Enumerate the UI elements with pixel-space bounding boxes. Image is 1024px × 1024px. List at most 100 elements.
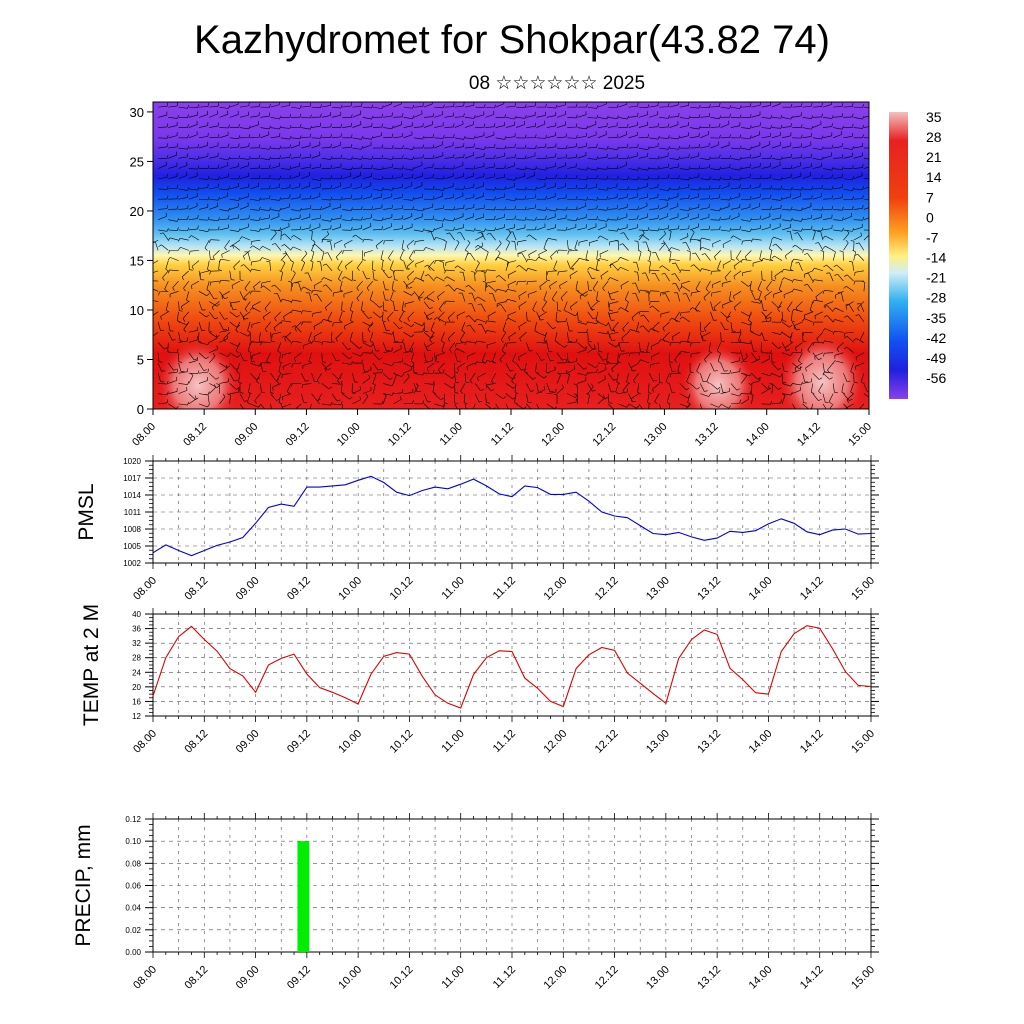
wind-barb xyxy=(363,238,373,241)
wind-barb-flag xyxy=(494,227,496,231)
wind-barb-flag xyxy=(631,317,634,321)
wind-barb-flag xyxy=(574,393,578,396)
wind-barb-flag xyxy=(477,232,482,234)
wind-barb-flag xyxy=(215,377,219,380)
wind-barb xyxy=(587,281,589,291)
wind-barb-flag xyxy=(162,277,165,281)
wind-barb xyxy=(662,332,670,339)
wind-barb-flag xyxy=(258,133,261,138)
wind-barb xyxy=(853,219,863,221)
wind-barb-flag xyxy=(432,215,435,220)
wind-barb-flag xyxy=(679,340,682,345)
wind-barb xyxy=(516,106,526,108)
wind-barb xyxy=(539,311,547,317)
wind-barb xyxy=(393,321,400,329)
wind-barb-flag xyxy=(568,248,572,250)
wind-barb xyxy=(372,229,382,231)
wind-barb xyxy=(301,208,311,210)
wind-barb xyxy=(853,146,863,149)
wind-barb-flag xyxy=(543,299,547,303)
wind-barb xyxy=(486,360,496,364)
wind-barb-flag xyxy=(689,239,692,243)
wind-barb xyxy=(782,126,792,128)
wind-barb xyxy=(403,342,406,352)
wind-barb xyxy=(280,206,290,210)
wind-barb xyxy=(280,253,288,261)
wind-barb-flag xyxy=(648,392,652,394)
wind-barb-flag xyxy=(593,344,596,348)
wind-barb xyxy=(567,166,577,169)
wind-barb-flag xyxy=(399,319,403,323)
wind-barb-flag xyxy=(679,286,683,290)
wind-barb xyxy=(669,124,679,128)
wind-barb xyxy=(587,208,597,210)
wind-barb xyxy=(685,242,691,251)
wind-barb xyxy=(577,145,587,149)
wind-barb xyxy=(782,219,791,222)
wind-barb xyxy=(802,381,812,384)
wind-barb xyxy=(507,342,517,344)
wind-barb xyxy=(622,383,629,391)
wind-barb-flag xyxy=(295,410,297,413)
wind-barb-flag xyxy=(253,286,256,291)
wind-barb xyxy=(674,352,681,361)
wind-barb-flag xyxy=(393,372,397,376)
wind-barb-flag xyxy=(443,239,447,242)
wind-barb xyxy=(793,258,803,261)
wind-barb xyxy=(822,228,832,231)
wind-barb-flag xyxy=(602,287,605,292)
y-tick-label: 25 xyxy=(130,154,144,169)
wind-barb-flag xyxy=(687,404,691,408)
wind-barb-flag xyxy=(474,341,477,345)
wind-barb xyxy=(574,240,578,249)
wind-barb-flag xyxy=(213,384,217,388)
wind-barb xyxy=(229,392,239,394)
wind-barb-flag xyxy=(802,318,805,322)
wind-barb xyxy=(340,383,343,393)
wind-barb-flag xyxy=(822,371,825,376)
wind-barb xyxy=(751,134,760,139)
wind-barb xyxy=(720,321,726,330)
wind-barb xyxy=(749,281,752,291)
wind-barb xyxy=(850,383,854,392)
wind-barb xyxy=(457,362,466,369)
wind-barb-flag xyxy=(586,103,588,108)
wind-barb-flag xyxy=(158,361,163,363)
wind-barb-flag xyxy=(412,146,415,150)
wind-barb-flag xyxy=(260,245,263,249)
wind-barb-flag xyxy=(349,396,353,400)
wind-barb-flag xyxy=(217,384,220,388)
wind-barb xyxy=(751,228,761,231)
wind-barb xyxy=(628,227,638,231)
wind-barb xyxy=(764,291,773,297)
wind-barb xyxy=(781,395,786,404)
wind-barb xyxy=(812,229,822,232)
wind-barb-flag xyxy=(186,299,190,303)
wind-barb-flag xyxy=(422,400,425,404)
wind-barb-flag xyxy=(822,290,825,294)
x-tick-label: 12.00 xyxy=(541,575,569,603)
wind-barb-flag xyxy=(470,271,475,273)
wind-barb-flag xyxy=(453,206,455,211)
wind-barb-flag xyxy=(815,242,819,244)
wind-barb-flag xyxy=(278,402,283,405)
wind-barb xyxy=(751,155,761,159)
wind-barb-flag xyxy=(337,380,341,384)
wind-barb xyxy=(485,126,495,128)
wind-barb xyxy=(710,392,720,394)
wind-barb xyxy=(434,219,444,222)
wind-barb-flag xyxy=(728,405,732,409)
wind-barb-flag xyxy=(739,114,742,119)
wind-barb-flag xyxy=(790,391,793,396)
wind-barb-flag xyxy=(368,316,372,319)
wind-barb xyxy=(198,156,208,159)
wind-barb-flag xyxy=(430,330,434,333)
wind-barb-flag xyxy=(504,136,507,140)
wind-barb xyxy=(567,393,576,398)
wind-barb-flag xyxy=(821,103,823,107)
wind-barb xyxy=(863,106,869,108)
wind-barb-flag xyxy=(247,330,251,333)
wind-barb xyxy=(280,137,290,140)
wind-barb xyxy=(647,393,650,403)
wind-barb-flag xyxy=(845,303,850,306)
